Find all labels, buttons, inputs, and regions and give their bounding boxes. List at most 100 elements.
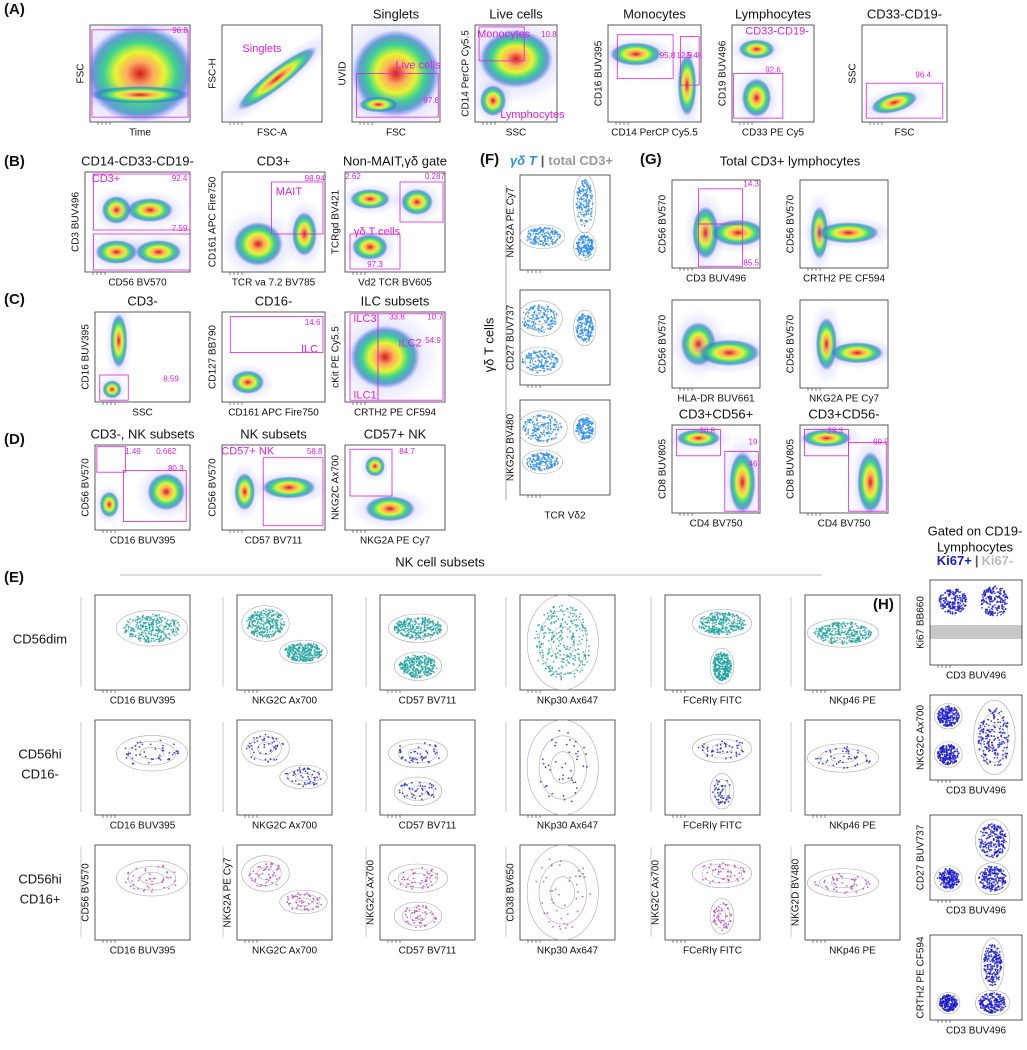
panel-title: γδ T | total CD3+ [510,153,613,168]
event-dot [426,619,428,622]
event-dot [300,899,303,902]
event-dot [154,634,157,637]
density [809,301,888,387]
event-dot [543,468,546,471]
event-dot [584,236,587,239]
event-dot [856,763,859,766]
event-dot [844,624,847,627]
event-dot [434,623,437,626]
event-dot [150,891,153,893]
event-dot [717,801,720,804]
event-dot [166,622,169,625]
event-dot [835,624,838,627]
event-dot [720,794,723,797]
event-dot [529,234,532,237]
event-dot [584,326,587,329]
event-dot [249,873,252,875]
event-dot [576,653,579,655]
event-dot [431,620,434,623]
event-dot [817,630,819,633]
event-dot [728,745,731,748]
event-dot [265,878,268,881]
event-dot [270,633,272,636]
x-label: SSC [132,408,153,419]
event-dot [301,655,303,658]
event-dot [583,422,586,425]
event-dot [550,458,553,461]
event-dot [548,244,551,247]
event-dot [736,747,739,749]
event-dot [559,234,562,237]
event-dot [578,198,581,201]
gate-label: 10.8 [541,30,557,39]
event-dot [528,235,531,238]
event-dot [829,749,832,752]
event-dot [276,745,279,748]
event-dot [553,323,556,325]
event-dot [714,618,717,621]
density [388,863,448,931]
event-dot [137,879,140,882]
event-dot [257,875,260,878]
event-dot [299,893,302,896]
event-dot [555,312,558,315]
event-dot [581,182,584,185]
event-dot [524,423,527,425]
event-dot [421,661,424,664]
event-dot [585,219,588,222]
x-label: NKG2C Ax700 [252,946,317,957]
event-dot [583,206,586,209]
event-dot [831,630,834,633]
event-dot [528,457,530,460]
event-dot [532,238,535,241]
event-dot [307,782,309,785]
event-dot [579,192,582,195]
event-dot [833,640,836,643]
event-dot [741,742,744,744]
plot-frame [861,24,948,123]
event-dot [865,636,868,639]
event-dot [530,438,532,440]
event-dot [532,328,535,331]
event-dot [712,622,715,625]
event-dot [286,901,289,903]
event-dot [437,625,440,628]
event-dot [261,738,264,741]
event-dot [558,778,561,781]
event-dot [722,653,725,656]
event-dot [414,881,416,884]
event-dot [410,869,413,871]
event-dot [164,621,167,624]
event-dot [263,868,266,871]
event-dot [527,352,530,355]
event-dot [419,784,422,787]
event-dot [138,632,141,635]
event-dot [173,752,176,754]
event-dot [541,628,544,631]
density [526,595,599,690]
event-dot [131,747,134,749]
event-dot [532,431,535,434]
event-dot [547,227,550,229]
contour [520,224,566,249]
event-dot [554,363,556,366]
event-dot [176,633,179,636]
event-dot [433,750,436,753]
event-dot [587,425,590,427]
event-dot [585,190,588,193]
event-dot [173,743,175,746]
event-dot [401,663,404,666]
event-dot [724,673,727,676]
event-dot [306,657,308,660]
event-dot [155,614,158,617]
event-dot [148,873,151,876]
event-dot [725,628,728,631]
plot-title: Singlets [373,6,420,21]
event-dot [427,760,430,763]
event-dot [302,656,305,659]
event-dot [299,771,302,773]
event-dot [173,624,175,627]
event-dot [566,623,569,626]
event-dot [585,639,588,642]
event-dot [590,327,593,329]
